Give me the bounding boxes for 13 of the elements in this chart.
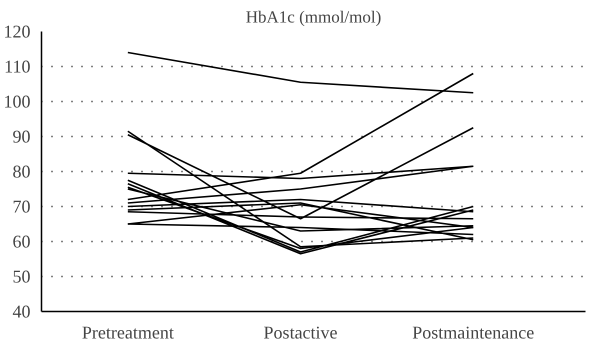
y-tick-label: 100 xyxy=(4,92,30,112)
y-tick-label: 70 xyxy=(12,196,30,216)
y-tick-label: 110 xyxy=(4,56,31,76)
y-tick-label: 60 xyxy=(12,232,30,252)
y-tick-label: 90 xyxy=(12,126,30,146)
y-tick-label: 40 xyxy=(12,302,30,322)
y-tick-label: 50 xyxy=(12,266,30,286)
y-tick-label: 120 xyxy=(4,22,30,42)
x-tick-label: Pretreatment xyxy=(82,322,174,342)
y-tick-label: 80 xyxy=(12,162,30,182)
chart-title: HbA1c (mmol/mol) xyxy=(246,8,382,26)
x-tick-label: Postmaintenance xyxy=(412,322,534,342)
x-tick-label: Postactive xyxy=(264,322,338,342)
